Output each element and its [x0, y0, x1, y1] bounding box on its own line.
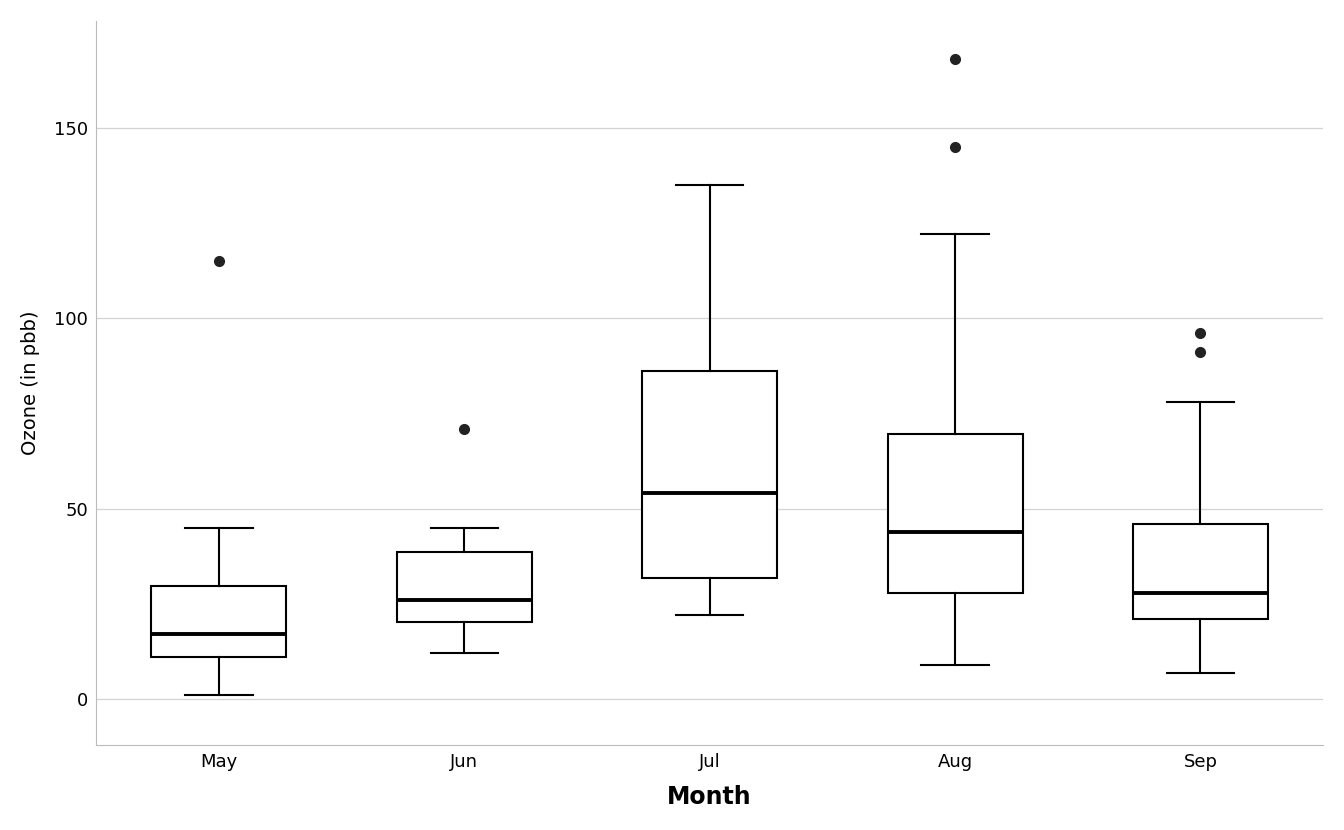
PathPatch shape: [396, 553, 532, 622]
Y-axis label: Ozone (in pbb): Ozone (in pbb): [22, 310, 40, 455]
PathPatch shape: [887, 434, 1023, 593]
PathPatch shape: [1133, 524, 1267, 619]
PathPatch shape: [152, 586, 286, 657]
X-axis label: Month: Month: [668, 785, 753, 809]
PathPatch shape: [642, 372, 777, 579]
